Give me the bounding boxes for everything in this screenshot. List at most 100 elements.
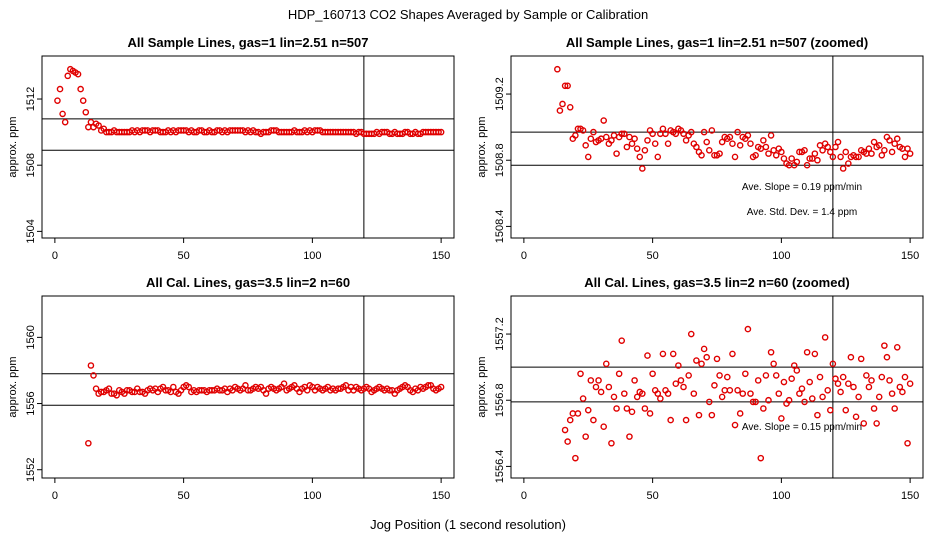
data-point — [734, 128, 741, 136]
data-point — [875, 142, 883, 149]
panel-title: All Sample Lines, gas=1 lin=2.51 n=507 — [128, 35, 369, 50]
data-point — [888, 390, 896, 397]
panel-title: All Cal. Lines, gas=3.5 lin=2 n=60 — [146, 275, 350, 290]
x-tick-label: 50 — [178, 250, 190, 262]
data-point — [852, 413, 860, 421]
data-point — [878, 373, 886, 381]
data-point — [687, 330, 695, 338]
x-tick-label: 0 — [52, 250, 58, 262]
data-point — [718, 138, 726, 146]
data-point — [827, 148, 834, 156]
data-point — [564, 438, 571, 445]
data-point — [806, 155, 814, 162]
data-point — [801, 398, 808, 406]
data-point — [644, 137, 651, 144]
data-point — [687, 128, 695, 136]
data-point — [649, 130, 656, 138]
data-point — [700, 345, 708, 353]
data-point — [824, 143, 832, 151]
data-point — [572, 132, 579, 139]
data-point — [891, 405, 898, 412]
x-tick-label: 0 — [521, 490, 527, 502]
data-point — [726, 133, 734, 141]
data-point — [664, 140, 672, 147]
data-point — [651, 140, 659, 147]
data-point — [744, 325, 752, 333]
data-point — [633, 145, 641, 152]
data-point — [633, 393, 641, 401]
data-point — [716, 150, 723, 157]
data-point — [587, 377, 595, 384]
y-tick-label: 1504 — [25, 219, 37, 243]
plot-frame — [41, 55, 455, 239]
data-point — [597, 388, 605, 396]
data-point — [708, 411, 716, 419]
data-point — [839, 373, 847, 381]
data-point — [61, 118, 69, 126]
data-point — [724, 373, 731, 381]
data-point — [610, 132, 618, 139]
data-point — [561, 82, 569, 90]
data-point — [845, 380, 852, 387]
data-point — [698, 360, 705, 368]
data-point — [814, 411, 821, 419]
data-point — [790, 362, 798, 369]
data-point — [731, 153, 739, 161]
x-tick-label: 150 — [432, 250, 450, 262]
data-point — [703, 353, 711, 361]
data-point — [731, 421, 739, 429]
data-point — [672, 380, 680, 387]
data-point — [680, 383, 687, 391]
x-tick-label: 50 — [647, 250, 659, 262]
data-point — [901, 373, 909, 381]
data-point — [566, 103, 574, 111]
data-point — [808, 395, 816, 402]
data-point — [780, 155, 788, 162]
data-point — [796, 390, 803, 397]
data-point — [654, 390, 662, 397]
data-point — [628, 408, 636, 416]
data-point — [675, 362, 682, 369]
data-point — [896, 383, 904, 391]
data-point — [639, 165, 646, 172]
data-point — [703, 138, 711, 146]
data-point — [584, 406, 592, 414]
data-point — [631, 377, 638, 384]
data-point — [554, 65, 561, 73]
data-point — [778, 415, 785, 422]
y-tick-label: 1509.2 — [494, 77, 506, 111]
data-point — [870, 405, 878, 412]
data-point — [631, 135, 638, 143]
panel-title: All Cal. Lines, gas=3.5 lin=2 n=60 (zoom… — [584, 275, 850, 290]
data-point — [623, 405, 631, 412]
data-point — [56, 85, 64, 93]
data-point — [899, 388, 906, 396]
data-point — [695, 411, 703, 419]
data-point — [793, 158, 801, 166]
x-tick-label: 100 — [772, 490, 790, 502]
data-point — [623, 143, 631, 151]
data-point — [747, 390, 754, 397]
data-point — [303, 387, 311, 394]
data-point — [736, 142, 744, 149]
data-point — [780, 378, 788, 386]
data-point — [881, 342, 888, 349]
data-point — [837, 388, 844, 396]
data-point — [886, 137, 893, 144]
data-point — [82, 108, 90, 116]
data-point — [657, 395, 664, 402]
data-point — [868, 377, 875, 384]
data-point — [705, 398, 713, 406]
data-point — [113, 391, 120, 399]
data-point — [170, 383, 177, 391]
data-point — [105, 385, 113, 392]
data-point — [718, 393, 726, 401]
data-point — [881, 147, 888, 154]
data-point — [793, 367, 801, 374]
data-point — [788, 375, 795, 383]
x-tick-label: 150 — [901, 490, 919, 502]
plot-frame — [510, 55, 924, 239]
data-point — [561, 426, 569, 434]
data-point — [618, 337, 626, 344]
